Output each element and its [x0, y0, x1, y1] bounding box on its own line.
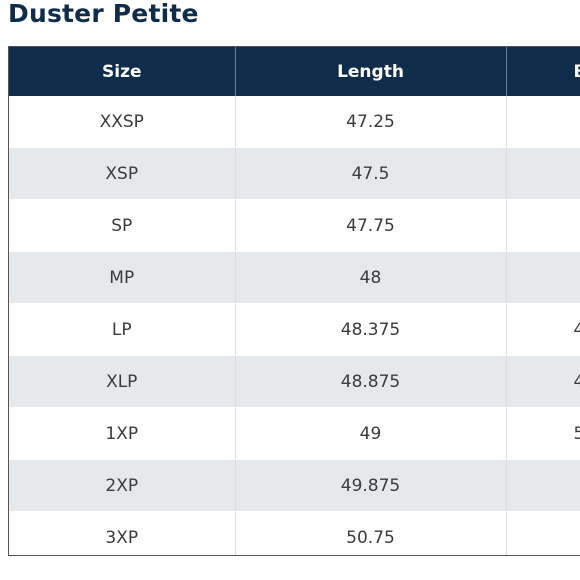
column-header-size: Size [9, 47, 236, 96]
page-title: Duster Petite [8, 0, 199, 28]
size-cell: XLP [9, 355, 236, 408]
table-row: XLP 48.875 4 [9, 355, 580, 408]
length-cell: 49.875 [235, 459, 507, 512]
table-row: SP 47.75 [9, 199, 580, 252]
bust-cell [506, 459, 580, 512]
size-cell: SP [9, 199, 236, 252]
table-row: MP 48 [9, 251, 580, 304]
length-cell: 49 [235, 407, 507, 460]
bust-cell [506, 199, 580, 252]
table-row: 1XP 49 5 [9, 407, 580, 460]
table-row: LP 48.375 4 [9, 303, 580, 356]
size-cell: MP [9, 251, 236, 304]
bust-cell [506, 251, 580, 304]
length-cell: 48 [235, 251, 507, 304]
bust-cell: 4 [506, 355, 580, 408]
length-cell: 47.5 [235, 147, 507, 200]
table-row: XXSP 47.25 [9, 96, 580, 148]
bust-cell: 4 [506, 303, 580, 356]
size-cell: 2XP [9, 459, 236, 512]
size-cell: 1XP [9, 407, 236, 460]
header-row: Size Length B [9, 47, 580, 96]
bust-cell [506, 147, 580, 200]
length-cell: 50.75 [235, 511, 507, 555]
size-cell: 3XP [9, 511, 236, 555]
size-chart-table: Size Length B XXSP 47.25 XSP 47.5 SP 47.… [9, 47, 580, 555]
length-cell: 48.875 [235, 355, 507, 408]
bust-cell [506, 511, 580, 555]
length-cell: 47.75 [235, 199, 507, 252]
size-cell: LP [9, 303, 236, 356]
table-row: 3XP 50.75 [9, 511, 580, 555]
bust-cell: 5 [506, 407, 580, 460]
length-cell: 48.375 [235, 303, 507, 356]
table-row: 2XP 49.875 [9, 459, 580, 512]
length-cell: 47.25 [235, 96, 507, 148]
column-header-length: Length [235, 47, 507, 96]
size-cell: XSP [9, 147, 236, 200]
size-cell: XXSP [9, 96, 236, 148]
size-chart-table-container: Size Length B XXSP 47.25 XSP 47.5 SP 47.… [8, 46, 580, 556]
bust-cell [506, 96, 580, 148]
table-row: XSP 47.5 [9, 147, 580, 200]
column-header-bust: B [506, 47, 580, 96]
